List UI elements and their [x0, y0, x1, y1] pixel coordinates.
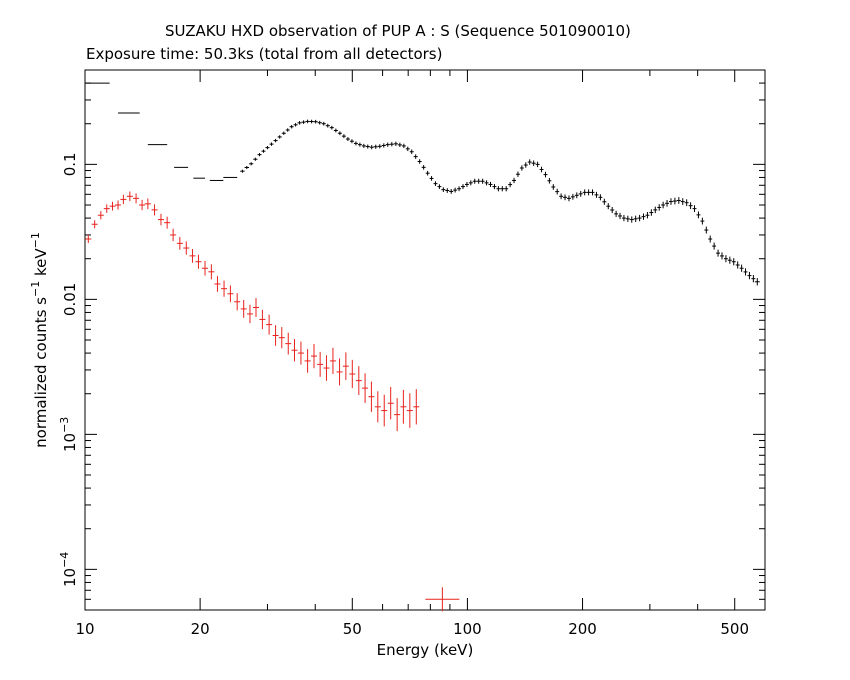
y-tick-label: 0.1: [61, 152, 79, 176]
chart-title: SUZAKU HXD observation of PUP A : S (Seq…: [165, 22, 631, 40]
x-tick-label: 20: [191, 620, 210, 638]
y-axis-label-main: normalized counts s: [32, 297, 50, 448]
y-axis-label: normalized counts s−1 keV−1: [29, 232, 50, 448]
axes: 10 20 50 100 200 500 0.1 0.01 10−3 10−4: [58, 69, 766, 638]
x-axis-label: Energy (keV): [377, 641, 474, 659]
y-axis-label-exp2: −1: [29, 232, 42, 248]
y-tick-label: 10−3: [58, 417, 79, 452]
x-tick-label: 500: [720, 620, 749, 638]
x-tick-label: 100: [453, 620, 482, 638]
plot-frame: [84, 69, 766, 611]
y-axis-label-unit: keV: [32, 248, 50, 281]
x-tick-label: 50: [343, 620, 362, 638]
y-tick-label: 10−4: [58, 552, 79, 587]
x-tick-label: 200: [568, 620, 597, 638]
y-tick-label: 0.01: [61, 283, 79, 316]
data-layer: [85, 82, 760, 612]
chart-subtitle: Exposure time: 50.3ks (total from all de…: [86, 45, 443, 63]
x-tick-label: 10: [75, 620, 94, 638]
y-axis-label-exp1: −1: [29, 281, 42, 297]
